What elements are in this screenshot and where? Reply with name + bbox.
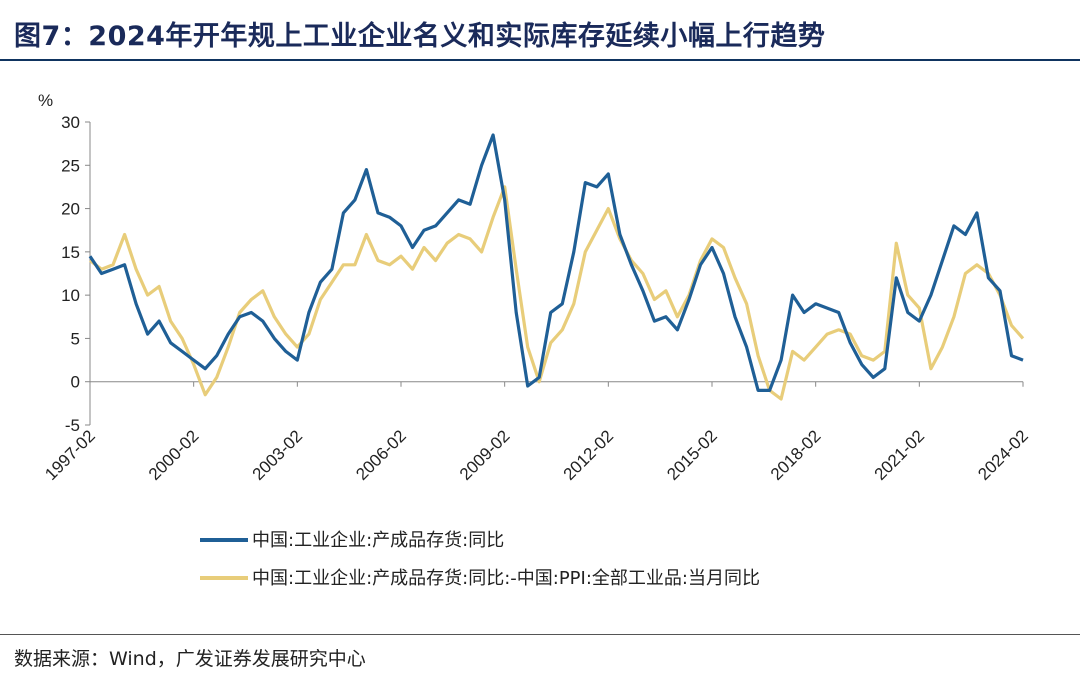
y-tick-label: 25: [61, 156, 80, 175]
legend: 中国:工业企业:产成品存货:同比中国:工业企业:产成品存货:同比:-中国:PPI…: [200, 530, 760, 589]
x-tick-label: 2012-02: [560, 426, 618, 484]
x-tick-label: 2021-02: [871, 426, 929, 484]
title-divider: [0, 59, 1080, 61]
x-tick-label: 2018-02: [767, 426, 825, 484]
chart-title: 图7：2024年开年规上工业企业名义和实际库存延续小幅上行趋势: [14, 21, 826, 52]
footer-divider: [0, 634, 1080, 635]
y-tick-label: 20: [61, 200, 80, 219]
source-note: 数据来源：Wind，广发证券发展研究中心: [14, 648, 366, 670]
line-chart: % -5 0 5 10 15 20 25 30 1997-02 2000-02 2003-02 20…: [38, 91, 1032, 589]
x-tick-label: 2024-02: [974, 426, 1032, 484]
x-tick-label: 2009-02: [456, 426, 514, 484]
series-layer: [88, 133, 1025, 401]
x-tick-label: 1997-02: [41, 426, 99, 484]
series-line-2: [89, 185, 1025, 401]
x-tick-label: 2000-02: [145, 426, 203, 484]
y-tick-label: 0: [71, 373, 80, 392]
y-tick-label: 30: [61, 113, 80, 132]
x-tick-label: 2006-02: [352, 426, 410, 484]
series-line-1: [88, 133, 1024, 392]
x-tick-label: 2003-02: [249, 426, 307, 484]
x-tick-label: 2015-02: [663, 426, 721, 484]
y-tick-label: -5: [65, 416, 80, 435]
y-tick-label: 15: [61, 243, 80, 262]
x-axis: 1997-02 2000-02 2003-02 2006-02 2009-02 2012-…: [41, 381, 1032, 484]
y-axis-unit: %: [38, 91, 53, 110]
y-tick-label: 5: [71, 329, 80, 348]
legend-label-2: 中国:工业企业:产成品存货:同比:-中国:PPI:全部工业品:当月同比: [252, 568, 760, 589]
y-tick-label: 10: [61, 286, 80, 305]
legend-label-1: 中国:工业企业:产成品存货:同比: [252, 530, 504, 551]
y-axis: -5 0 5 10 15 20 25 30: [61, 113, 91, 435]
